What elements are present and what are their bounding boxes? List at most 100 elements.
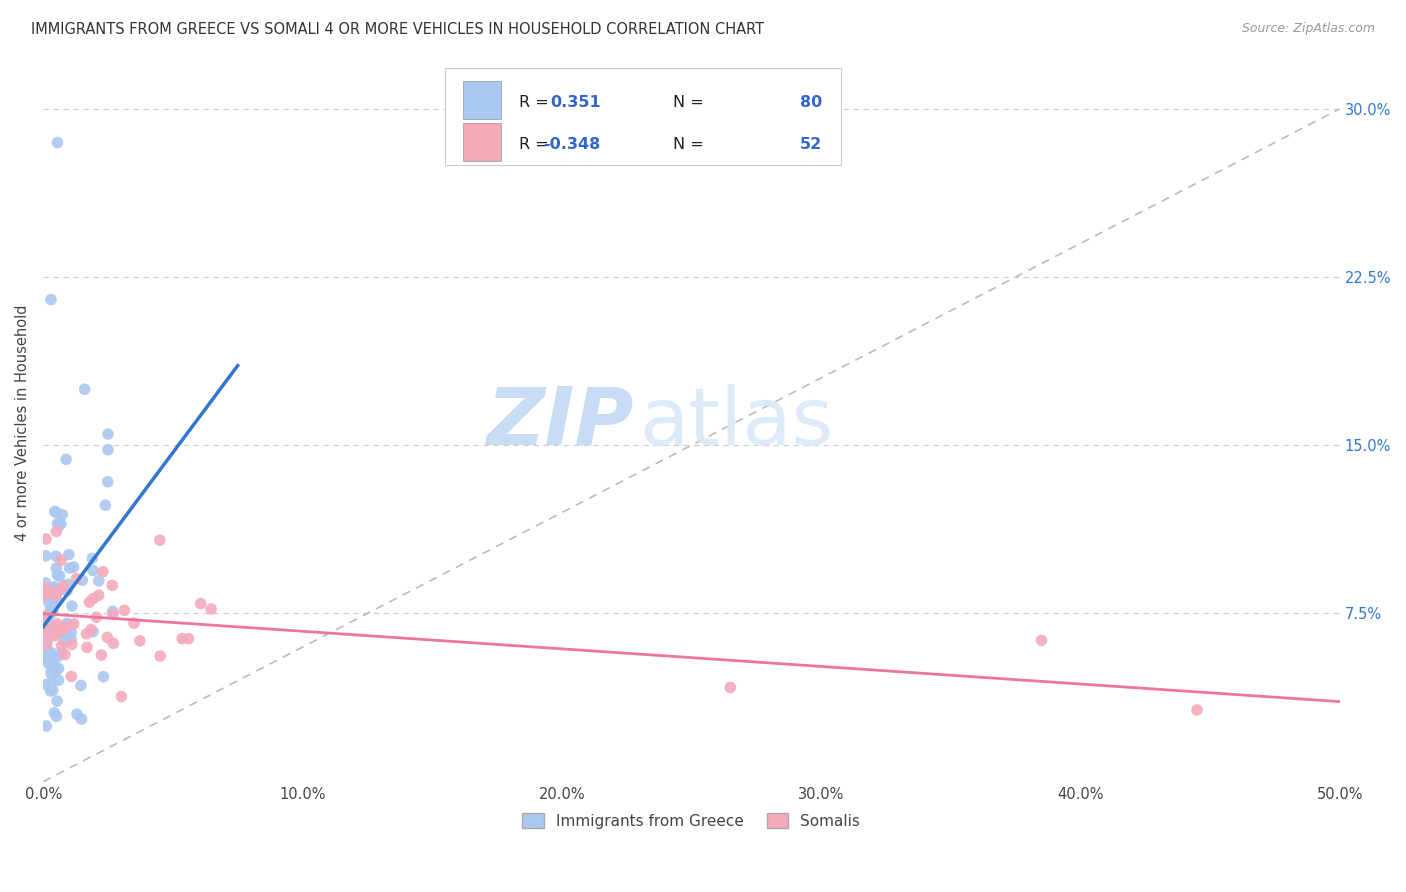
Point [112, 603, 135, 617]
Point [45, 660, 67, 674]
Point [39, 684, 62, 698]
Point [94, 498, 117, 512]
Text: N =: N = [673, 95, 704, 110]
Point [39, 652, 62, 666]
Point [60, 669, 83, 683]
Point [87, 574, 110, 588]
Point [49, 516, 72, 531]
Text: 52: 52 [800, 137, 823, 153]
Point [48, 518, 70, 533]
Point [38, 607, 60, 622]
Point [45, 584, 67, 599]
Point [42, 605, 65, 619]
Point [60, 638, 83, 652]
Point [39, 676, 62, 690]
Text: 80: 80 [800, 95, 823, 110]
Point [39, 601, 62, 615]
Point [110, 690, 132, 704]
Point [55, 621, 77, 635]
Point [35, 610, 58, 624]
Point [45, 505, 67, 519]
Point [51, 646, 73, 660]
Point [35, 620, 58, 634]
Bar [463, 81, 502, 119]
Point [97, 442, 120, 457]
Point [35, 628, 58, 642]
Point [62, 560, 84, 574]
Point [177, 632, 200, 646]
Point [44, 505, 66, 519]
Point [70, 712, 93, 726]
Point [46, 516, 69, 531]
Point [52, 621, 75, 635]
Text: 0.351: 0.351 [550, 95, 600, 110]
Point [128, 633, 150, 648]
Point [55, 624, 77, 639]
Point [76, 627, 98, 641]
Point [35, 641, 58, 656]
Point [35, 609, 58, 624]
Point [82, 551, 104, 566]
Point [48, 673, 70, 687]
Text: atlas: atlas [640, 384, 834, 462]
Point [82, 564, 104, 578]
Point [35, 581, 58, 595]
Point [90, 648, 112, 662]
Text: Source: ZipAtlas.com: Source: ZipAtlas.com [1241, 22, 1375, 36]
FancyBboxPatch shape [446, 68, 841, 164]
Point [91, 565, 114, 579]
Bar [463, 123, 502, 161]
Point [103, 636, 125, 650]
Point [44, 706, 66, 720]
Point [200, 602, 222, 616]
Y-axis label: 4 or more Vehicles in Household: 4 or more Vehicles in Household [15, 304, 30, 541]
Point [45, 561, 67, 575]
Point [45, 524, 67, 539]
Point [56, 577, 79, 591]
Point [93, 670, 115, 684]
Point [97, 427, 120, 442]
Point [72, 574, 94, 588]
Point [48, 583, 70, 598]
Point [44, 580, 66, 594]
Point [58, 548, 80, 562]
Point [35, 627, 58, 641]
Point [60, 625, 83, 640]
Point [45, 594, 67, 608]
Point [48, 661, 70, 675]
Point [172, 632, 194, 646]
Legend: Immigrants from Greece, Somalis: Immigrants from Greece, Somalis [516, 807, 866, 835]
Point [35, 583, 58, 598]
Point [38, 619, 60, 633]
Text: -0.348: -0.348 [544, 137, 600, 153]
Point [35, 650, 58, 665]
Text: N =: N = [673, 137, 704, 153]
Point [122, 615, 145, 630]
Point [38, 617, 60, 632]
Point [41, 599, 63, 613]
Point [44, 629, 66, 643]
Point [51, 508, 73, 522]
Point [45, 587, 67, 601]
Point [35, 588, 58, 602]
Point [38, 595, 60, 609]
Point [70, 678, 93, 692]
Point [45, 709, 67, 723]
Point [101, 604, 124, 618]
Point [53, 648, 76, 662]
Point [37, 646, 59, 660]
Point [35, 637, 58, 651]
Point [49, 553, 72, 567]
Text: R =: R = [519, 95, 548, 110]
Point [190, 597, 212, 611]
Point [55, 452, 77, 467]
Point [45, 625, 67, 640]
Point [35, 532, 58, 546]
Point [76, 640, 98, 655]
Point [65, 572, 87, 586]
Point [51, 639, 73, 653]
Point [41, 646, 63, 660]
Point [149, 648, 172, 663]
Point [35, 575, 58, 590]
Point [41, 661, 63, 675]
